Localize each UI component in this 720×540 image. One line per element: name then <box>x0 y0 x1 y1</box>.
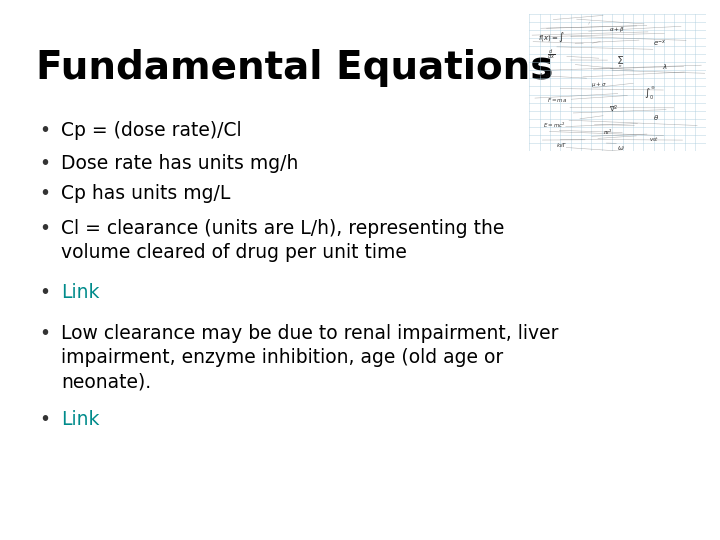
Text: $\alpha + \beta$: $\alpha + \beta$ <box>608 24 624 33</box>
Text: $\omega$: $\omega$ <box>618 144 625 152</box>
Text: Cl = clearance (units are L/h), representing the
volume cleared of drug per unit: Cl = clearance (units are L/h), represen… <box>61 219 505 262</box>
Text: $\frac{d}{dx}$: $\frac{d}{dx}$ <box>547 48 555 62</box>
Text: •: • <box>40 410 50 429</box>
Text: $e^{-x}$: $e^{-x}$ <box>653 38 666 48</box>
Text: $A \cdot B$: $A \cdot B$ <box>538 71 552 79</box>
Text: Cp = (dose rate)/Cl: Cp = (dose rate)/Cl <box>61 122 242 140</box>
Text: •: • <box>40 122 50 140</box>
Text: •: • <box>40 284 50 302</box>
Text: •: • <box>40 184 50 202</box>
Text: $\int_0^\infty$: $\int_0^\infty$ <box>644 85 655 102</box>
Text: Link: Link <box>61 410 99 429</box>
Text: $\pi r^2$: $\pi r^2$ <box>603 128 613 137</box>
Text: $\nabla^2$: $\nabla^2$ <box>608 103 618 113</box>
Text: Low clearance may be due to renal impairment, liver
impairment, enzyme inhibitio: Low clearance may be due to renal impair… <box>61 324 559 392</box>
Text: Link: Link <box>61 284 99 302</box>
Text: $\lambda$: $\lambda$ <box>662 62 667 71</box>
Text: $\theta$: $\theta$ <box>653 113 659 122</box>
Text: $F = ma$: $F = ma$ <box>547 96 567 104</box>
Text: $\mu + \sigma$: $\mu + \sigma$ <box>591 79 607 89</box>
Text: Fundamental Equations: Fundamental Equations <box>36 49 554 86</box>
Text: Dose rate has units mg/h: Dose rate has units mg/h <box>61 154 299 173</box>
Text: $\sum_n$: $\sum_n$ <box>618 55 624 70</box>
Text: •: • <box>40 324 50 343</box>
Text: $k_B T$: $k_B T$ <box>556 141 567 151</box>
Text: •: • <box>40 219 50 238</box>
Text: $E = mc^2$: $E = mc^2$ <box>544 121 566 130</box>
Text: Cp has units mg/L: Cp has units mg/L <box>61 184 230 202</box>
Text: $f(x) = \int$: $f(x) = \int$ <box>538 30 565 44</box>
Text: •: • <box>40 154 50 173</box>
Text: $v_0 t$: $v_0 t$ <box>649 134 660 144</box>
